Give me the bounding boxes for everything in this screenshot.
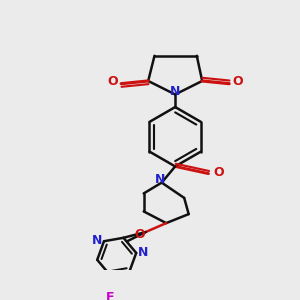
Text: N: N <box>155 172 165 185</box>
Text: N: N <box>170 85 180 98</box>
Text: F: F <box>106 291 114 300</box>
Text: O: O <box>213 166 224 179</box>
Text: N: N <box>92 234 102 247</box>
Text: O: O <box>107 75 118 88</box>
Text: N: N <box>138 246 148 259</box>
Text: O: O <box>233 75 244 88</box>
Text: O: O <box>134 228 145 241</box>
